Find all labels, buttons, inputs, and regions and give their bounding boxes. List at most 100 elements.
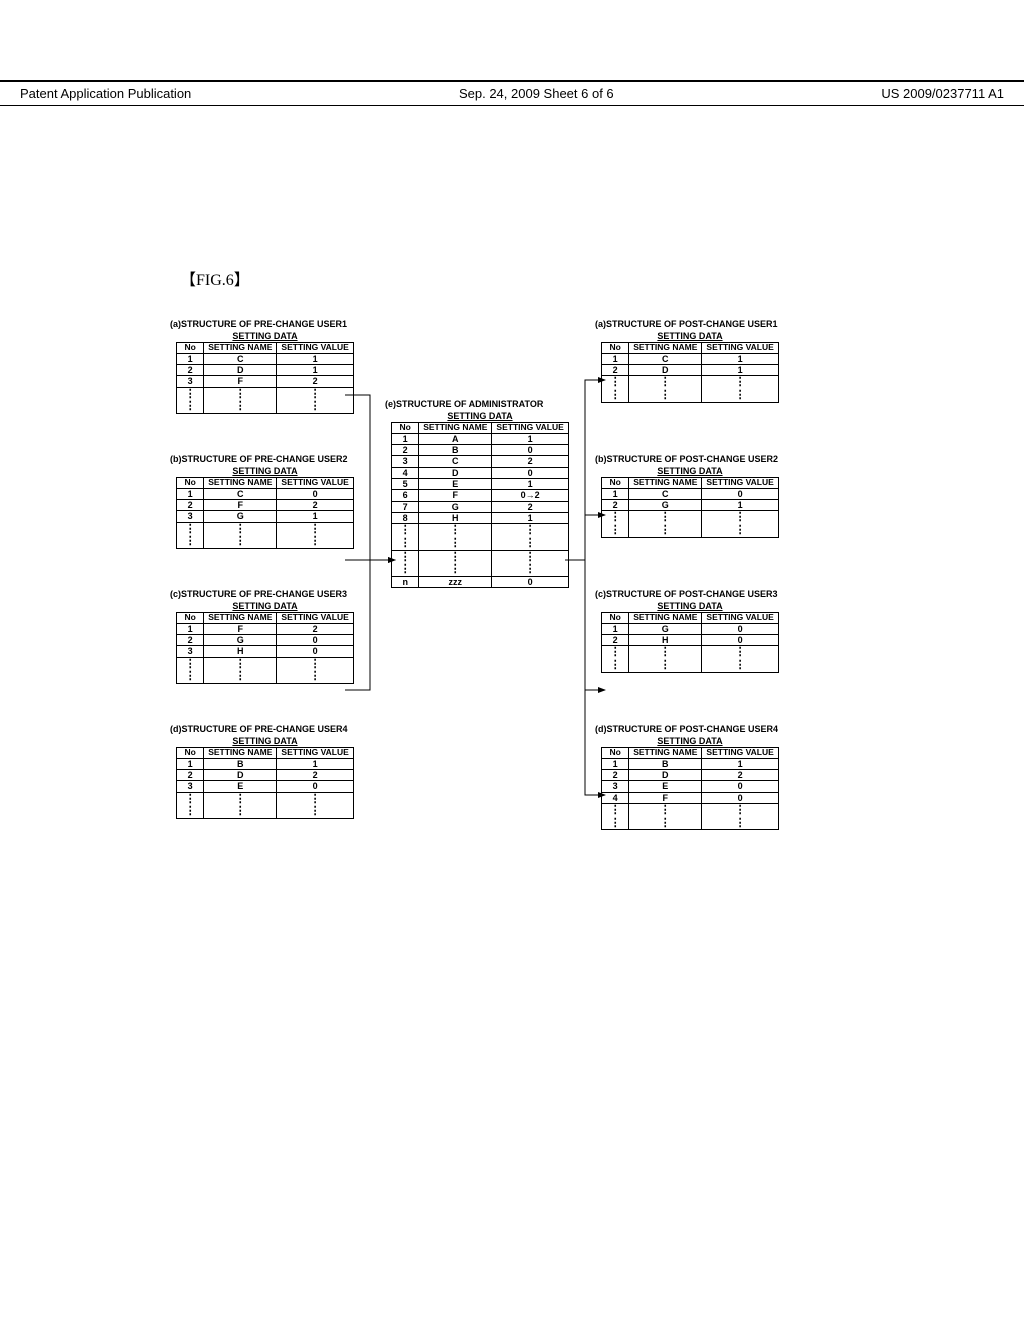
block-subtitle: SETTING DATA [170,736,360,746]
block-subtitle: SETTING DATA [170,601,360,611]
table-row: nzzz0 [392,576,569,587]
dots-row: ⋮⋮⋮⋮⋮⋮ [177,387,354,413]
dots-row: ⋮⋮⋮⋮⋮⋮ [602,376,779,402]
col-no: No [602,477,629,488]
block-subtitle: SETTING DATA [385,411,575,421]
block-preUser2: (b)STRUCTURE OF PRE-CHANGE USER2SETTING … [170,455,360,549]
col-value: SETTING VALUE [277,342,353,353]
figure-label: 【FIG.6】 [180,266,1024,290]
block-title: (c)STRUCTURE OF PRE-CHANGE USER3 [170,590,360,600]
col-no: No [177,342,204,353]
table-row: 1A1 [392,433,569,444]
dots-row: ⋮⋮⋮⋮⋮⋮ [177,657,354,683]
table-row: 2G0 [177,635,354,646]
block-subtitle: SETTING DATA [170,466,360,476]
block-postUser2: (b)STRUCTURE OF POST-CHANGE USER2SETTING… [595,455,785,538]
col-value: SETTING VALUE [277,747,353,758]
table-row: 4F0 [602,792,779,803]
dots-row: ⋮⋮⋮⋮⋮⋮ [602,511,779,537]
block-title: (b)STRUCTURE OF POST-CHANGE USER2 [595,455,785,465]
block-preUser3: (c)STRUCTURE OF PRE-CHANGE USER3SETTING … [170,590,360,684]
col-name: SETTING NAME [419,422,492,433]
col-no: No [602,612,629,623]
table-row: 2G1 [602,500,779,511]
table-row: 1F2 [177,623,354,634]
table-row: 5E1 [392,479,569,490]
block-title: (e)STRUCTURE OF ADMINISTRATOR [385,400,575,410]
setting-table: NoSETTING NAMESETTING VALUE1C02F23G1⋮⋮⋮⋮… [176,477,354,549]
table-row: 3E0 [602,781,779,792]
setting-table: NoSETTING NAMESETTING VALUE1B12D23E0⋮⋮⋮⋮… [176,747,354,819]
header-right: US 2009/0237711 A1 [881,86,1004,101]
table-row: 2D2 [602,770,779,781]
header-center: Sep. 24, 2009 Sheet 6 of 6 [459,86,614,101]
table-row: 2F2 [177,500,354,511]
table-row: 2D1 [602,365,779,376]
table-row: 3F2 [177,376,354,387]
block-subtitle: SETTING DATA [595,331,785,341]
block-subtitle: SETTING DATA [595,601,785,611]
setting-table: NoSETTING NAMESETTING VALUE1C02G1⋮⋮⋮⋮⋮⋮ [601,477,779,538]
block-title: (d)STRUCTURE OF PRE-CHANGE USER4 [170,725,360,735]
setting-table: NoSETTING NAMESETTING VALUE1B12D23E04F0⋮… [601,747,779,830]
col-value: SETTING VALUE [702,342,778,353]
block-preUser4: (d)STRUCTURE OF PRE-CHANGE USER4SETTING … [170,725,360,819]
setting-table: NoSETTING NAMESETTING VALUE1F22G03H0⋮⋮⋮⋮… [176,612,354,684]
table-row: 7G2 [392,501,569,512]
dots-row: ⋮⋮⋮⋮⋮⋮ [177,522,354,548]
table-row: 2D1 [177,365,354,376]
table-row: 2B0 [392,445,569,456]
diagram-container: (a)STRUCTURE OF PRE-CHANGE USER1SETTING … [170,320,870,940]
table-row: 3G1 [177,511,354,522]
col-value: SETTING VALUE [702,477,778,488]
table-row: 1B1 [177,758,354,769]
table-row: 3E0 [177,781,354,792]
table-row: 1C1 [602,353,779,364]
table-row: 4D0 [392,467,569,478]
col-name: SETTING NAME [204,342,277,353]
page-header: Patent Application Publication Sep. 24, … [0,80,1024,106]
col-name: SETTING NAME [629,477,702,488]
dots-row: ⋮⋮⋮⋮⋮⋮ [392,550,569,576]
table-row: 6F0→2 [392,490,569,501]
block-postUser1: (a)STRUCTURE OF POST-CHANGE USER1SETTING… [595,320,785,403]
table-row: 1B1 [602,758,779,769]
table-row: 8H1 [392,513,569,524]
block-admin: (e)STRUCTURE OF ADMINISTRATORSETTING DAT… [385,400,575,588]
block-postUser4: (d)STRUCTURE OF POST-CHANGE USER4SETTING… [595,725,785,830]
table-row: 1C0 [602,488,779,499]
block-postUser3: (c)STRUCTURE OF POST-CHANGE USER3SETTING… [595,590,785,673]
col-value: SETTING VALUE [277,477,353,488]
table-row: 3C2 [392,456,569,467]
col-no: No [602,342,629,353]
setting-table: NoSETTING NAMESETTING VALUE1G02H0⋮⋮⋮⋮⋮⋮ [601,612,779,673]
col-no: No [392,422,419,433]
table-row: 1C0 [177,488,354,499]
col-no: No [177,747,204,758]
setting-table: NoSETTING NAMESETTING VALUE1C12D1⋮⋮⋮⋮⋮⋮ [601,342,779,403]
block-subtitle: SETTING DATA [170,331,360,341]
table-row: 1C1 [177,353,354,364]
block-subtitle: SETTING DATA [595,736,785,746]
col-value: SETTING VALUE [492,422,568,433]
col-name: SETTING NAME [629,612,702,623]
setting-table: NoSETTING NAMESETTING VALUE1A12B03C24D05… [391,422,569,588]
header-left: Patent Application Publication [20,86,191,101]
col-value: SETTING VALUE [277,612,353,623]
block-title: (d)STRUCTURE OF POST-CHANGE USER4 [595,725,785,735]
block-title: (a)STRUCTURE OF POST-CHANGE USER1 [595,320,785,330]
block-title: (a)STRUCTURE OF PRE-CHANGE USER1 [170,320,360,330]
dots-row: ⋮⋮⋮⋮⋮⋮ [602,646,779,672]
block-subtitle: SETTING DATA [595,466,785,476]
dots-row: ⋮⋮⋮⋮⋮⋮ [392,524,569,550]
col-name: SETTING NAME [629,342,702,353]
col-name: SETTING NAME [629,747,702,758]
col-no: No [602,747,629,758]
table-row: 1G0 [602,623,779,634]
col-name: SETTING NAME [204,612,277,623]
col-name: SETTING NAME [204,747,277,758]
col-name: SETTING NAME [204,477,277,488]
setting-table: NoSETTING NAMESETTING VALUE1C12D13F2⋮⋮⋮⋮… [176,342,354,414]
table-row: 2D2 [177,770,354,781]
block-preUser1: (a)STRUCTURE OF PRE-CHANGE USER1SETTING … [170,320,360,414]
